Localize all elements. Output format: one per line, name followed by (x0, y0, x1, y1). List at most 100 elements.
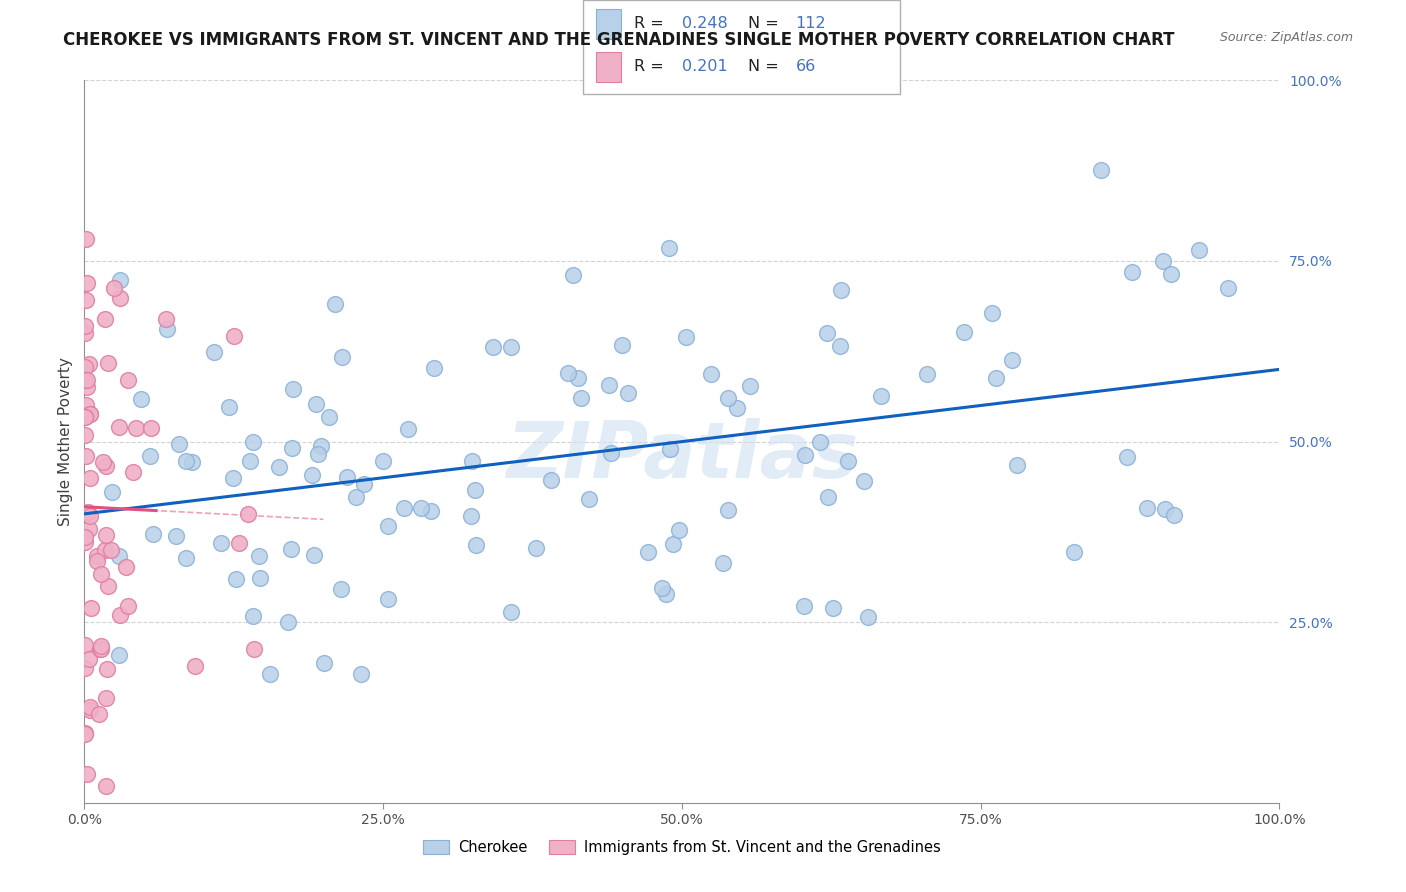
Point (717, 503, 740, 517)
Point (610, 338, 633, 352)
Point (79, 470, 101, 484)
Point (103, 281, 125, 295)
Point (915, 367, 938, 381)
Point (73, 326, 96, 340)
Point (202, 345, 225, 359)
Point (377, 519, 399, 533)
Point (821, 600, 844, 615)
Point (155, 312, 177, 326)
FancyBboxPatch shape (596, 9, 621, 39)
Point (122, 465, 145, 479)
Point (984, 370, 1007, 384)
Point (94, 458, 117, 473)
Point (655, 587, 678, 601)
Point (353, 477, 375, 491)
Point (75, 449, 97, 463)
Point (858, 610, 880, 624)
Point (73, 726, 96, 740)
Point (323, 296, 346, 310)
Point (817, 491, 839, 505)
Point (73, 373, 96, 387)
Point (73, 410, 96, 425)
Point (174, 550, 197, 565)
Point (392, 500, 415, 515)
Point (228, 536, 250, 550)
Point (131, 392, 153, 407)
Point (165, 529, 187, 543)
Point (700, 367, 723, 381)
FancyBboxPatch shape (583, 0, 900, 94)
Text: R =: R = (634, 16, 669, 31)
Point (1007, 458, 1029, 473)
Point (1163, 508, 1185, 522)
Point (79, 703, 101, 717)
Point (662, 537, 685, 551)
Point (830, 283, 852, 297)
Point (239, 454, 262, 468)
Point (499, 606, 522, 620)
Point (79, 508, 101, 523)
Point (567, 370, 589, 384)
Point (668, 523, 690, 537)
Text: 0.248: 0.248 (682, 16, 727, 31)
Point (830, 339, 852, 353)
Point (75, 319, 97, 334)
Point (90, 566, 112, 581)
Text: CHEROKEE VS IMMIGRANTS FROM ST. VINCENT AND THE GRENADINES SINGLE MOTHER POVERTY: CHEROKEE VS IMMIGRANTS FROM ST. VINCENT … (63, 31, 1175, 49)
Point (218, 400, 240, 414)
Point (96, 662, 118, 676)
Point (578, 491, 600, 506)
Point (90, 639, 112, 653)
Point (174, 453, 197, 467)
Point (267, 459, 290, 474)
Point (94, 528, 117, 542)
Point (465, 538, 488, 552)
Point (75, 428, 97, 442)
Point (94, 311, 117, 326)
Point (87, 706, 110, 721)
Point (711, 556, 734, 570)
Point (225, 572, 247, 586)
Point (259, 667, 281, 681)
Point (247, 549, 270, 563)
Point (184, 659, 207, 673)
Point (139, 421, 162, 435)
Point (142, 526, 165, 541)
Point (75, 232, 97, 246)
Point (77, 522, 100, 536)
Point (869, 389, 891, 403)
Point (423, 361, 446, 376)
Point (86, 549, 108, 563)
Point (280, 541, 302, 556)
Point (301, 467, 323, 482)
Point (108, 273, 131, 287)
Point (73, 530, 96, 544)
Point (75, 661, 97, 675)
Point (562, 268, 585, 283)
Point (981, 306, 1004, 320)
Point (110, 608, 132, 623)
Point (281, 442, 304, 456)
Point (249, 571, 271, 585)
Point (209, 536, 232, 550)
Point (238, 508, 260, 522)
Point (1001, 353, 1024, 368)
Point (75, 535, 97, 549)
Point (79, 407, 101, 421)
Text: Source: ZipAtlas.com: Source: ZipAtlas.com (1219, 31, 1353, 45)
Point (837, 453, 859, 467)
Point (242, 609, 264, 624)
Point (332, 351, 354, 365)
Point (79, 700, 101, 714)
Point (461, 454, 484, 468)
Point (80, 601, 103, 615)
Point (91, 455, 114, 469)
Point (117, 599, 139, 613)
Point (94, 690, 117, 705)
Point (569, 391, 592, 405)
Point (77, 357, 100, 371)
Point (1154, 501, 1177, 516)
Text: 112: 112 (796, 16, 827, 31)
Text: N =: N = (748, 60, 785, 74)
Point (108, 291, 131, 305)
